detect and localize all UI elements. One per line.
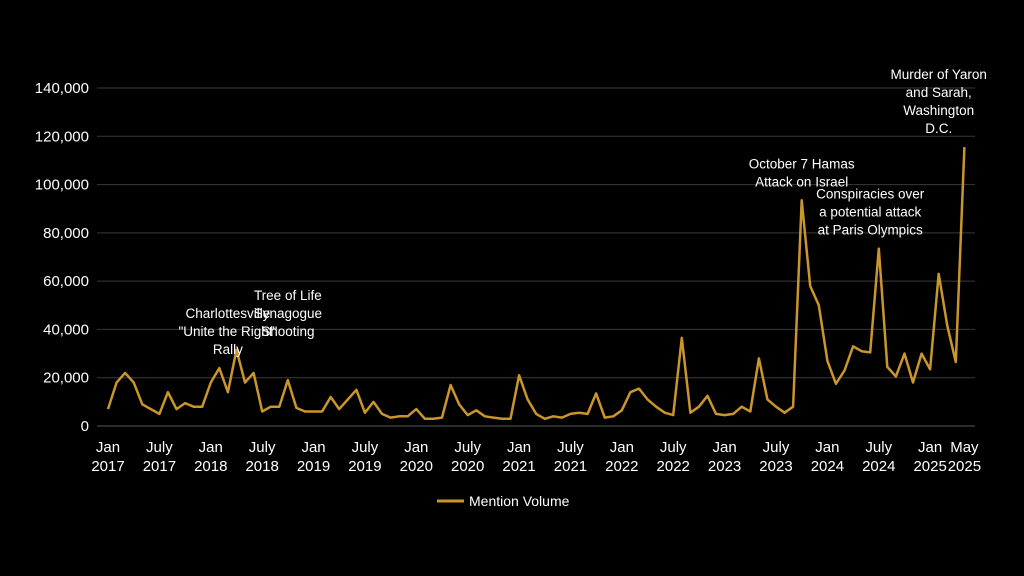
x-tick-label: Jan 2019	[297, 439, 330, 475]
annotation-label: Murder of Yaron and Sarah, Washington D.C.	[891, 67, 987, 136]
x-tick-label: Jan 2022	[605, 439, 638, 475]
x-tick-label: Jan 2023	[708, 439, 741, 475]
annotation-label: Conspiracies over a potential attack at Pa…	[816, 187, 925, 238]
y-tick-label: 40,000	[43, 321, 89, 338]
y-tick-label: 0	[81, 418, 89, 435]
annotation-label: October 7 Hamas Attack on Israel	[749, 156, 855, 189]
x-tick-label: July 2023	[759, 439, 792, 475]
x-tick-label: July 2024	[862, 439, 895, 475]
y-tick-label: 140,000	[35, 80, 89, 97]
x-tick-label: May 2025	[948, 439, 981, 475]
series-line	[106, 147, 966, 421]
y-tick-label: 20,000	[43, 370, 89, 387]
x-tick-label: Jan 2025	[913, 439, 946, 475]
x-tick-label: July 2020	[451, 439, 484, 475]
y-tick-label: 60,000	[43, 273, 89, 290]
x-axis: Jan 2017 July 2017 Jan 2018 July 2018 Jan 2019 Jul…	[91, 439, 981, 475]
annotation-label: Charlottesville "Unite the Right" Rally	[178, 306, 277, 357]
legend-label: Mention Volume	[469, 493, 570, 509]
x-tick-label: July 2018	[245, 439, 278, 475]
x-tick-label: Jan 2024	[811, 439, 844, 475]
x-tick-label: Jan 2020	[400, 439, 433, 475]
x-tick-label: Jan 2018	[194, 439, 227, 475]
gridlines	[97, 87, 975, 427]
x-tick-label: July 2017	[143, 439, 176, 475]
y-axis: 0 20,000 40,000 60,000 80,000 100,000 120,000 1…	[35, 80, 89, 435]
legend: Mention Volume	[437, 493, 570, 509]
annotation-label: Tree of Life Synagogue Shooting	[254, 288, 322, 339]
annotations: Charlottesville "Unite the Right" RallyTre…	[178, 67, 986, 357]
y-tick-label: 80,000	[43, 225, 89, 242]
x-tick-label: July 2022	[657, 439, 690, 475]
x-tick-label: July 2021	[554, 439, 587, 475]
x-tick-label: Jan 2021	[502, 439, 535, 475]
y-tick-label: 120,000	[35, 128, 89, 145]
x-tick-label: July 2019	[348, 439, 381, 475]
x-tick-label: Jan 2017	[91, 439, 124, 475]
series-layer	[106, 147, 966, 421]
y-tick-label: 100,000	[35, 177, 89, 194]
